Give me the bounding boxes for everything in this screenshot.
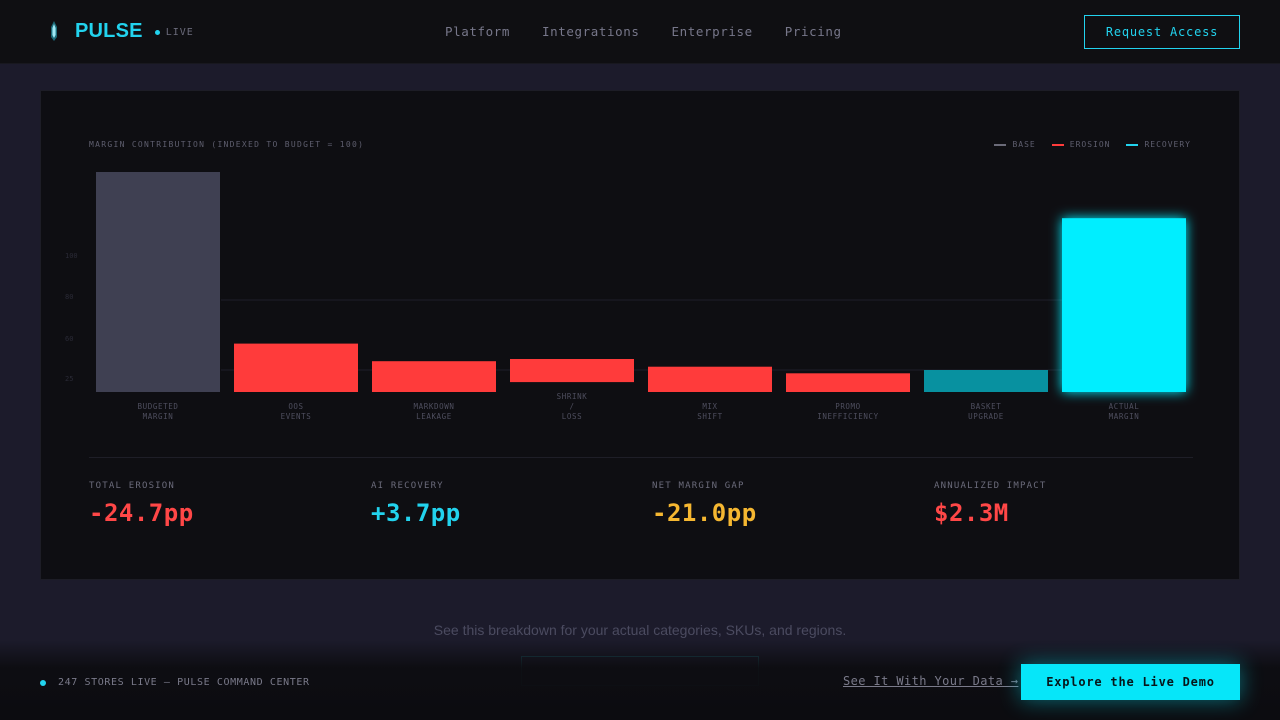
stat-net-margin-gap: NET MARGIN GAP -21.0pp [652, 481, 922, 527]
nav-platform[interactable]: Platform [445, 24, 511, 39]
stat-value: -21.0pp [652, 499, 757, 527]
y-tick-label: 25 [65, 375, 73, 383]
category-label: SHIFT [697, 412, 723, 421]
category-label: SHRINK [557, 392, 588, 401]
category-label: INEFFICIENCY [817, 412, 878, 421]
live-dot-icon [154, 29, 160, 35]
top-nav-bar: PULSE LIVE Platform Integrations Enterpr… [0, 0, 1280, 64]
legend-item-base: BASE [994, 140, 1035, 149]
stat-label: AI RECOVERY [371, 481, 444, 491]
see-with-data-link[interactable]: See It With Your Data → [843, 674, 1019, 688]
category-label: UPGRADE [968, 412, 1004, 421]
category-label: PROMO [835, 402, 861, 411]
y-tick-label: 80 [65, 293, 73, 301]
nav-pricing[interactable]: Pricing [784, 24, 842, 39]
category-label: MIX [702, 402, 717, 411]
card-divider [89, 457, 1193, 458]
bar-actual [1062, 218, 1186, 392]
category-label: MARGIN [1109, 412, 1140, 421]
stat-value: +3.7pp [371, 499, 461, 527]
category-label: OOS [288, 402, 303, 411]
cta-description: See this breakdown for your actual categ… [433, 622, 847, 638]
status-text: 247 STORES LIVE — PULSE COMMAND CENTER [58, 677, 310, 688]
legend-label-erosion: EROSION [1069, 140, 1111, 149]
category-label: / [569, 402, 574, 411]
category-label: EVENTS [281, 412, 312, 421]
stat-ai-recovery: AI RECOVERY +3.7pp [371, 481, 641, 527]
bar-erosion [372, 361, 496, 392]
legend-label-base: BASE [1012, 140, 1036, 149]
nav-enterprise[interactable]: Enterprise [671, 24, 753, 39]
store-status: 247 STORES LIVE — PULSE COMMAND CENTER [40, 677, 310, 688]
stat-annualized-impact: ANNUALIZED IMPACT $2.3M [934, 481, 1204, 527]
legend-item-recovery: RECOVERY [1126, 140, 1191, 149]
category-label: BUDGETED [138, 402, 179, 411]
bar-erosion [234, 343, 358, 392]
legend-swatch-base [994, 143, 1007, 146]
bar-erosion [510, 359, 634, 383]
chart-title: MARGIN CONTRIBUTION (INDEXED TO BUDGET =… [89, 140, 365, 149]
y-tick-label: 100 [65, 252, 78, 260]
stat-value: -24.7pp [89, 499, 194, 527]
y-tick-label: 60 [65, 335, 73, 343]
margin-waterfall-card: MARGIN CONTRIBUTION (INDEXED TO BUDGET =… [40, 90, 1240, 580]
legend-swatch-recovery [1126, 143, 1139, 146]
nav-integrations[interactable]: Integrations [542, 24, 640, 39]
bar-erosion [786, 373, 910, 392]
category-label: LEAKAGE [416, 412, 452, 421]
bar-erosion [648, 366, 772, 392]
stat-label: ANNUALIZED IMPACT [934, 481, 1047, 491]
stat-label: TOTAL EROSION [89, 481, 176, 491]
bar-base [96, 172, 220, 392]
legend-item-erosion: EROSION [1051, 140, 1111, 149]
waterfall-chart: 100806025BUDGETEDMARGINOOSEVENTSMARKDOWN… [65, 172, 1186, 421]
brand-logo[interactable]: PULSE LIVE [44, 19, 194, 43]
stat-label: NET MARGIN GAP [652, 481, 745, 491]
stat-value: $2.3M [934, 499, 1009, 527]
brand-name: PULSE [75, 19, 143, 42]
legend-label-recovery: RECOVERY [1144, 140, 1191, 149]
stats-row: TOTAL EROSION -24.7pp AI RECOVERY +3.7pp… [89, 481, 1193, 541]
status-dot-icon [40, 679, 46, 686]
main-nav: Platform Integrations Enterprise Pricing [445, 24, 874, 39]
category-label: MARKDOWN [414, 402, 455, 411]
category-label: ACTUAL [1109, 402, 1140, 411]
explore-live-demo-button[interactable]: Explore the Live Demo [1021, 664, 1240, 700]
chart-legend: BASE EROSION RECOVERY [978, 140, 1191, 149]
stat-total-erosion: TOTAL EROSION -24.7pp [89, 481, 359, 527]
category-label: LOSS [562, 412, 582, 421]
category-label: BASKET [971, 402, 1002, 411]
live-label: LIVE [165, 26, 194, 38]
bar-recovery [924, 370, 1048, 392]
category-label: MARGIN [143, 412, 174, 421]
pulse-logo-icon [51, 21, 57, 41]
legend-swatch-erosion [1051, 143, 1064, 146]
live-indicator: LIVE [154, 26, 194, 38]
request-access-button[interactable]: Request Access [1084, 15, 1240, 49]
